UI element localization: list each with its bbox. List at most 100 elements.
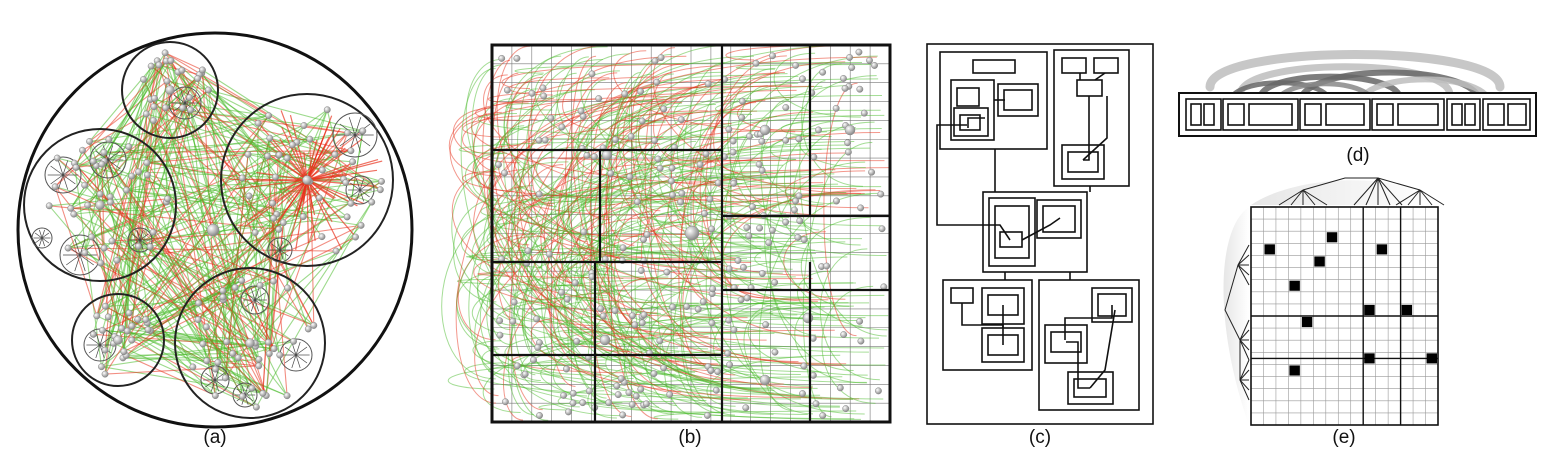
- panel-b-edge: [471, 64, 801, 375]
- panel-a-node: [120, 348, 128, 356]
- panel-a-node: [299, 213, 307, 221]
- panel-b-node: [651, 136, 659, 144]
- panel-a-edge: [222, 280, 274, 298]
- panel-a-edge: [255, 119, 308, 181]
- panel-e-filled-cell: [1301, 317, 1313, 328]
- panel-a-edge: [306, 164, 347, 181]
- panel-a-node: [202, 323, 210, 331]
- panel-e-tree-branch: [1302, 189, 1316, 206]
- panel-b-node: [794, 233, 802, 241]
- panel-b-node: [799, 75, 806, 83]
- panel-a-edge: [87, 204, 239, 359]
- panel-a-node: [146, 243, 154, 251]
- panel-a-node: [214, 358, 222, 366]
- panel-d-boxes: [1185, 98, 1531, 131]
- panel-a-node: [108, 237, 116, 245]
- panel-b-node: [521, 370, 529, 378]
- panel-b-edge: [769, 307, 862, 322]
- panel-a-node: [223, 338, 231, 346]
- panel-a-outer-circle: [16, 31, 414, 429]
- panel-a-node: [88, 233, 96, 241]
- panel-d-outer-bar: [1178, 92, 1537, 137]
- panel-a-edge: [306, 147, 346, 181]
- panel-b-edge: [477, 273, 886, 366]
- panel-a-node: [155, 61, 163, 69]
- panel-a-edge: [256, 171, 308, 181]
- panel-a-node: [45, 202, 53, 210]
- panel-a-spoke: [279, 249, 284, 260]
- panel-a-cluster-bottom-left: [71, 293, 165, 387]
- panel-a-cluster-node: [95, 200, 105, 210]
- panel-a-cluster-node: [245, 338, 255, 348]
- panel-e-tree-branch: [1237, 264, 1250, 276]
- panel-a-nodes: [45, 49, 385, 411]
- panel-b-node: [706, 195, 714, 203]
- panel-b-node: [855, 48, 863, 56]
- panel-a-node: [264, 152, 271, 160]
- panel-a-edge: [306, 138, 363, 181]
- panel-c-inner: [1036, 199, 1082, 239]
- panel-b-node: [563, 365, 570, 373]
- panel-b-node: [599, 312, 607, 320]
- panel-a-node: [195, 299, 202, 307]
- panel-c-box-middle: [982, 191, 1088, 273]
- panel-a-node: [270, 214, 277, 222]
- panel-b-node: [799, 390, 806, 398]
- panel-a-node: [98, 363, 105, 371]
- panel-a-node: [254, 119, 262, 127]
- panel-b-node: [631, 321, 639, 329]
- panel-b-edge: [653, 86, 707, 169]
- panel-b-node: [545, 250, 553, 258]
- panel-b-edge: [761, 120, 836, 205]
- panel-a-spoke: [350, 182, 361, 191]
- panel-c-inner: [950, 287, 974, 304]
- panel-a-spoke: [359, 178, 365, 191]
- panel-a-edge: [126, 115, 270, 332]
- panel-a-node: [101, 346, 109, 354]
- panel-b-node: [667, 177, 675, 185]
- panel-b-node: [579, 399, 587, 407]
- panel-b-edge: [562, 105, 608, 399]
- panel-a-spoke: [271, 249, 281, 257]
- panel-a-spoke: [34, 232, 43, 239]
- panel-e-tree-link: [1302, 177, 1421, 191]
- panel-a-cluster-bottom-right: [174, 267, 326, 419]
- panel-a-edge: [101, 137, 270, 165]
- panel-b-edge: [456, 144, 850, 348]
- panel-c-inner: [1044, 324, 1088, 364]
- panel-e-filled-cell: [1364, 304, 1375, 315]
- panel-d-inner-box: [1397, 103, 1439, 126]
- panel-a-edge: [241, 177, 269, 343]
- panel-a-node: [270, 345, 278, 353]
- panel-c-edge: [1094, 72, 1106, 81]
- panel-a-node: [276, 351, 284, 359]
- panel-b-node: [637, 267, 645, 274]
- panel-b-node: [663, 268, 671, 276]
- panel-a-node: [84, 201, 92, 209]
- panel-b-edge: [674, 170, 882, 188]
- panel-a-node: [67, 204, 75, 212]
- panel-a-node: [378, 177, 385, 185]
- panel-a-edge: [262, 177, 276, 394]
- panel-a-spoke: [74, 254, 81, 272]
- panel-e-tree-branch: [1239, 379, 1250, 401]
- panel-b-node: [823, 262, 831, 270]
- panel-b-node: [866, 56, 873, 64]
- panel-b-edge: [658, 134, 787, 251]
- panel-a-spoke: [136, 230, 141, 241]
- panel-b-edge: [538, 400, 674, 411]
- panel-b-node: [669, 303, 677, 311]
- panel-a-node: [81, 249, 89, 257]
- panel-a-edge: [170, 60, 269, 117]
- panel-a-spoke: [74, 238, 81, 256]
- panel-b-node: [660, 105, 668, 113]
- panel-a-spoke: [79, 254, 94, 266]
- panel-a-spoke: [62, 174, 76, 185]
- panel-a-node: [89, 157, 97, 165]
- panel-a-edge: [54, 186, 274, 282]
- panel-b-node: [839, 74, 847, 82]
- panel-a-spoke: [88, 344, 101, 354]
- panel-a-balloon-layout: [16, 31, 414, 429]
- panel-b-node: [642, 400, 650, 408]
- panel-a-edge: [95, 165, 109, 317]
